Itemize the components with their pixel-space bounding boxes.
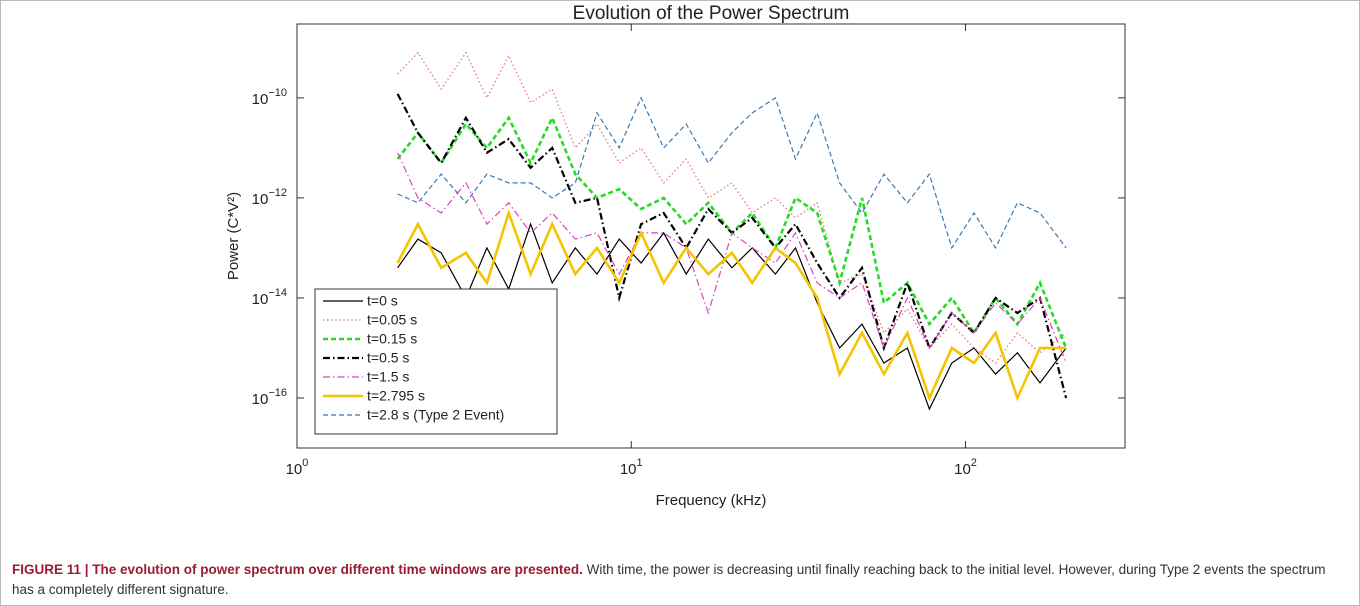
y-tick-label-exponent: −12 bbox=[268, 187, 287, 199]
series-line bbox=[397, 51, 1067, 364]
legend-label: t=1.5 s bbox=[367, 369, 409, 385]
x-tick-label: 100 bbox=[286, 457, 309, 478]
y-tick-label-base: 10 bbox=[252, 391, 269, 408]
y-tick-label-base: 10 bbox=[252, 191, 269, 208]
legend-label: t=0.05 s bbox=[367, 312, 417, 328]
plot-frame bbox=[296, 23, 1126, 449]
y-tick-label: 10−16 bbox=[252, 387, 287, 408]
y-tick-label-base: 10 bbox=[252, 91, 269, 108]
x-axis-label: Frequency (kHz) bbox=[656, 492, 767, 509]
x-tick-label: 101 bbox=[620, 457, 643, 478]
y-tick-label: 10−12 bbox=[252, 187, 287, 208]
legend-label: t=2.8 s (Type 2 Event) bbox=[367, 407, 504, 423]
series-line bbox=[396, 208, 1067, 402]
x-tick-label-exponent: 0 bbox=[302, 457, 308, 469]
x-tick-label-base: 10 bbox=[620, 461, 637, 478]
y-tick-label: 10−14 bbox=[252, 287, 287, 308]
series-line bbox=[397, 152, 1067, 364]
y-tick-label-exponent: −16 bbox=[268, 387, 287, 399]
legend-label: t=0.15 s bbox=[367, 331, 417, 347]
chart-title: Evolution of the Power Spectrum bbox=[573, 3, 850, 24]
legend-box bbox=[314, 288, 558, 435]
y-tick-label: 10−10 bbox=[252, 87, 287, 108]
legend-label: t=0.5 s bbox=[367, 350, 409, 366]
x-tick-label-exponent: 1 bbox=[637, 457, 643, 469]
caption-text: With time, the power is decreasing until… bbox=[12, 562, 1326, 597]
y-axis-label: Power (C*V²) bbox=[225, 192, 242, 280]
legend-label: t=2.795 s bbox=[367, 388, 425, 404]
x-tick-label-exponent: 2 bbox=[971, 457, 977, 469]
x-tick-label-base: 10 bbox=[954, 461, 971, 478]
x-tick-label-base: 10 bbox=[286, 461, 303, 478]
chart: Evolution of the Power Spectrum Frequenc… bbox=[225, 3, 1126, 509]
y-tick-label-exponent: −14 bbox=[268, 287, 287, 299]
caption-label: FIGURE 11 | The evolution of power spect… bbox=[12, 562, 583, 577]
x-tick-label: 102 bbox=[954, 457, 977, 478]
y-tick-label-exponent: −10 bbox=[268, 87, 287, 99]
series-line bbox=[397, 96, 1067, 250]
plot-lines bbox=[396, 51, 1068, 411]
legend: t=0 s t=0.05 s t=0.15 s t=0.5 s t=1.5 s t=2.7… bbox=[314, 288, 558, 435]
legend-label: t=0 s bbox=[367, 293, 398, 309]
y-tick-label-base: 10 bbox=[252, 291, 269, 308]
caption: FIGURE 11 | The evolution of power spect… bbox=[12, 560, 1348, 600]
